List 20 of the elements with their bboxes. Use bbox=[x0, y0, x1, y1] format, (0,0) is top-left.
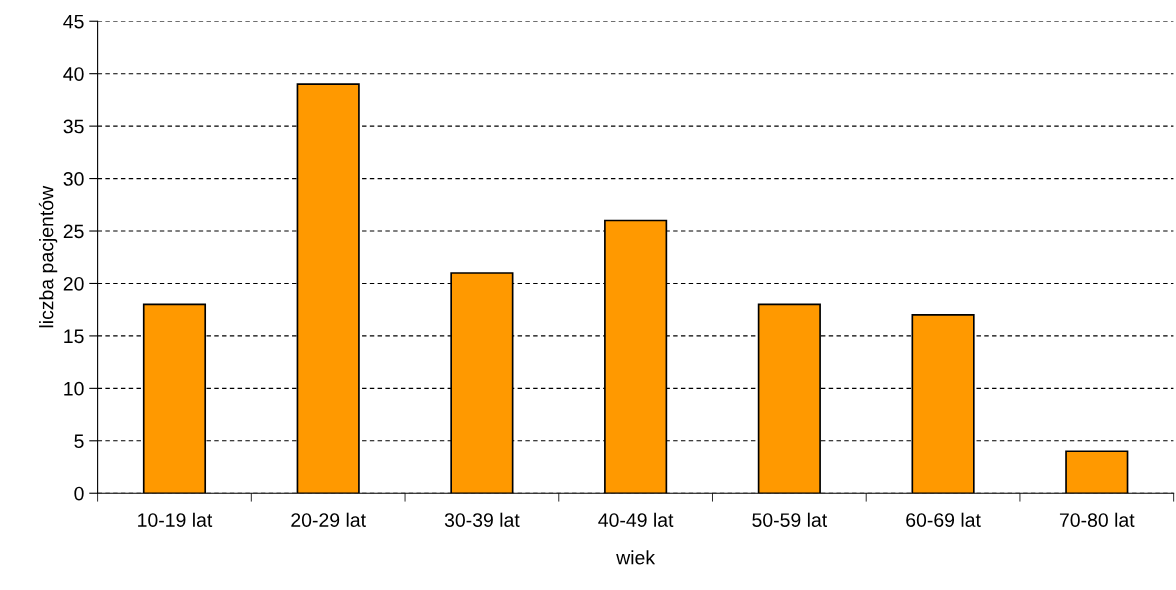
x-tick-label: 30-39 lat bbox=[444, 512, 520, 527]
x-tick-label: 10-19 lat bbox=[138, 512, 213, 527]
y-tick-label: 30 bbox=[63, 172, 84, 186]
y-axis-title: liczba pacjentów bbox=[38, 185, 58, 328]
y-tick-label: 0 bbox=[74, 486, 84, 501]
y-tick-label: 10 bbox=[64, 381, 84, 396]
x-tick-label: 40-49 lat bbox=[598, 512, 674, 527]
y-tick-label: 40 bbox=[63, 67, 84, 81]
x-tick-label: 50-59 lat bbox=[752, 512, 828, 527]
y-tick-label: 15 bbox=[64, 329, 84, 344]
bar bbox=[1065, 450, 1129, 494]
y-tick-label: 35 bbox=[63, 119, 84, 134]
x-tick-label: 20-29 lat bbox=[291, 512, 366, 527]
y-tick-label: 5 bbox=[74, 434, 84, 449]
y-tick-label: 25 bbox=[63, 224, 84, 239]
y-tick-label: 45 bbox=[63, 14, 84, 29]
y-tick-label: 20 bbox=[63, 276, 84, 291]
x-axis-title: wiek bbox=[616, 550, 656, 565]
x-tick-label: 60-69 lat bbox=[906, 512, 981, 527]
x-tick-label: 70-80 lat bbox=[1059, 512, 1135, 527]
